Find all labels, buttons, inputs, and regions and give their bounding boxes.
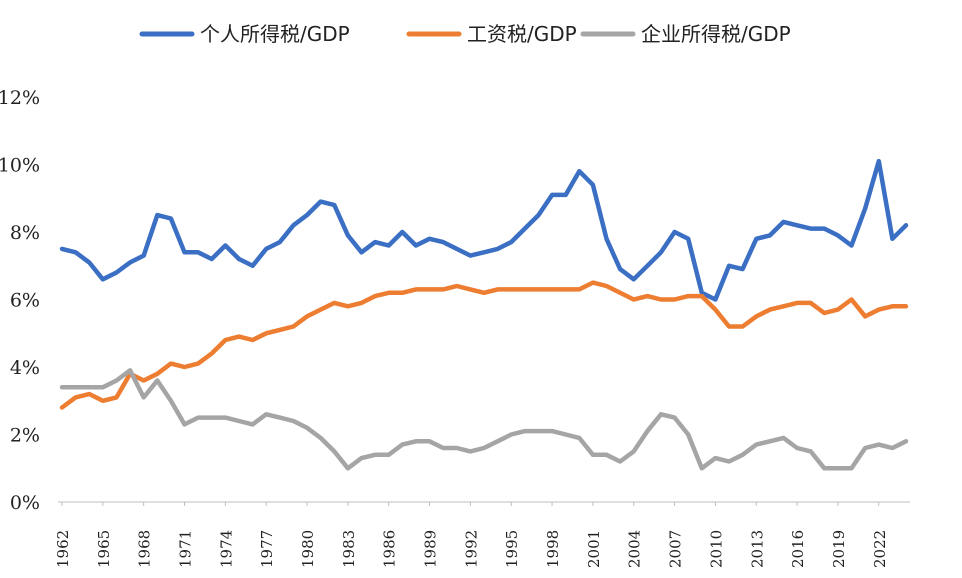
- y-tick-label: 12%: [0, 87, 40, 109]
- x-tick-label: 1974: [217, 530, 235, 568]
- legend: 个人所得税/GDP 工资税/GDP 企业所得税/GDP: [139, 22, 791, 46]
- x-tick-label: 2004: [626, 530, 644, 568]
- x-tick-label: 2019: [830, 530, 848, 568]
- y-tick-label: 10%: [0, 155, 40, 177]
- series-line-1: [59, 158, 909, 302]
- x-tick-label: 1968: [136, 530, 154, 568]
- y-tick-label: 0%: [10, 492, 40, 514]
- x-tick-label: 1980: [299, 530, 317, 568]
- legend-label-1: 个人所得税/GDP: [200, 22, 350, 46]
- legend-label-2: 工资税/GDP: [467, 22, 577, 46]
- y-axis: 0% 2% 4% 6% 8% 10% 12%: [0, 87, 40, 514]
- x-tick-label: 2022: [871, 530, 889, 568]
- x-tick-label: 1995: [503, 530, 521, 568]
- x-tick-label: 1962: [54, 530, 72, 568]
- y-tick-label: 2%: [10, 425, 40, 447]
- x-axis: 1962 1965 1968 1971 1974 1977 1980 1983 1986 1989…: [54, 501, 910, 568]
- x-tick-label: 2010: [707, 530, 725, 568]
- x-tick-label: 2013: [748, 530, 766, 568]
- series-line-3: [59, 368, 909, 471]
- x-tick-label: 2007: [667, 530, 685, 568]
- x-tick-label: 1965: [95, 530, 113, 568]
- x-tick-label: 1971: [177, 530, 195, 568]
- x-tick-label: 1992: [462, 530, 480, 568]
- x-tick-label: 2001: [585, 530, 603, 568]
- legend-label-3: 企业所得税/GDP: [641, 22, 791, 46]
- x-tick-label: 1998: [544, 530, 562, 568]
- x-tick-label: 1977: [258, 530, 276, 568]
- series-line-2: [59, 280, 909, 410]
- y-tick-label: 8%: [10, 222, 40, 244]
- x-tick-label: 1989: [422, 530, 440, 568]
- y-tick-label: 4%: [10, 357, 40, 379]
- x-tick-label: 1986: [381, 530, 399, 568]
- x-tick-label: 1983: [340, 530, 358, 568]
- y-tick-label: 6%: [10, 290, 40, 312]
- x-tick-label: 2016: [789, 530, 807, 568]
- plot-area: [59, 158, 909, 471]
